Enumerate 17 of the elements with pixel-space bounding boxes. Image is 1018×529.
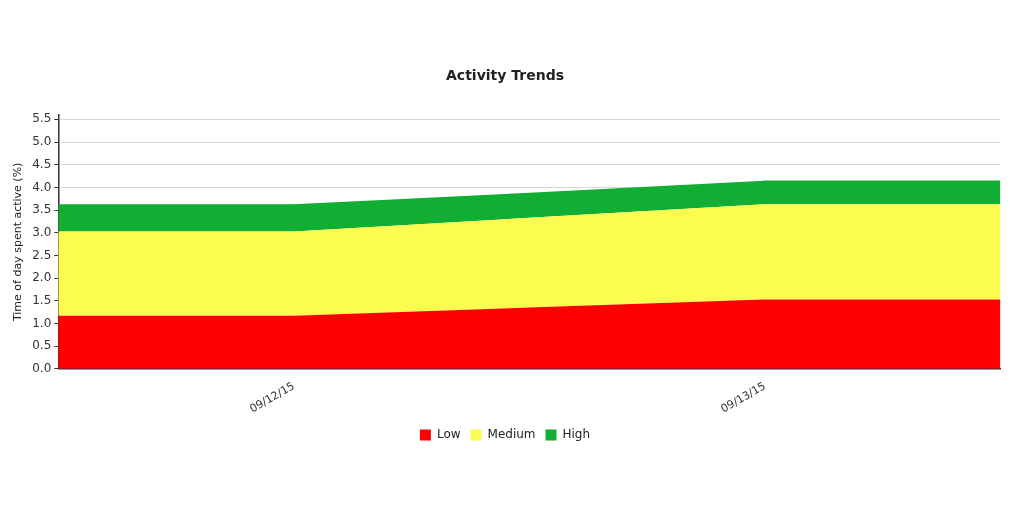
y-tick-label: 4.0 — [32, 179, 52, 194]
y-tick-label: 0.0 — [32, 360, 52, 375]
y-tick-label: 4.5 — [32, 156, 52, 171]
y-tick-label: 1.5 — [32, 292, 52, 307]
y-tick-label: 0.5 — [32, 338, 52, 353]
chart-title: Activity Trends — [446, 67, 564, 84]
y-axis-title: Time of day spent active (%) — [11, 162, 25, 323]
y-tick-label: 2.0 — [32, 270, 52, 285]
legend-label: Low — [436, 427, 461, 442]
legend-label: Medium — [487, 427, 536, 442]
legend-label: High — [562, 427, 591, 442]
y-tick-label: 3.0 — [32, 224, 52, 239]
y-tick-label: 5.0 — [32, 134, 52, 149]
y-tick-label: 3.5 — [32, 202, 52, 217]
y-tick-label: 2.5 — [32, 247, 52, 262]
y-tick-label: 5.5 — [32, 111, 52, 126]
y-tick-label: 1.0 — [32, 315, 52, 330]
